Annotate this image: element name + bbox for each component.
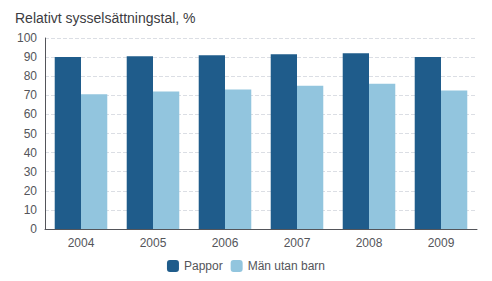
svg-text:0: 0 (30, 222, 37, 236)
svg-text:2006: 2006 (212, 236, 239, 250)
svg-text:70: 70 (24, 88, 38, 102)
svg-text:40: 40 (24, 146, 38, 160)
svg-text:2008: 2008 (356, 236, 383, 250)
svg-text:30: 30 (24, 165, 38, 179)
svg-text:50: 50 (24, 127, 38, 141)
svg-text:2005: 2005 (140, 236, 167, 250)
svg-text:20: 20 (24, 184, 38, 198)
svg-text:60: 60 (24, 107, 38, 121)
svg-text:90: 90 (24, 50, 38, 64)
svg-text:2007: 2007 (284, 236, 311, 250)
svg-text:80: 80 (24, 69, 38, 83)
svg-text:Män utan barn: Män utan barn (248, 259, 325, 273)
svg-text:10: 10 (24, 203, 38, 217)
svg-text:Relativt sysselsättningstal, %: Relativt sysselsättningstal, % (15, 10, 196, 26)
svg-text:Pappor: Pappor (184, 259, 223, 273)
svg-text:100: 100 (17, 31, 37, 45)
svg-text:2009: 2009 (428, 236, 455, 250)
svg-text:2004: 2004 (68, 236, 95, 250)
